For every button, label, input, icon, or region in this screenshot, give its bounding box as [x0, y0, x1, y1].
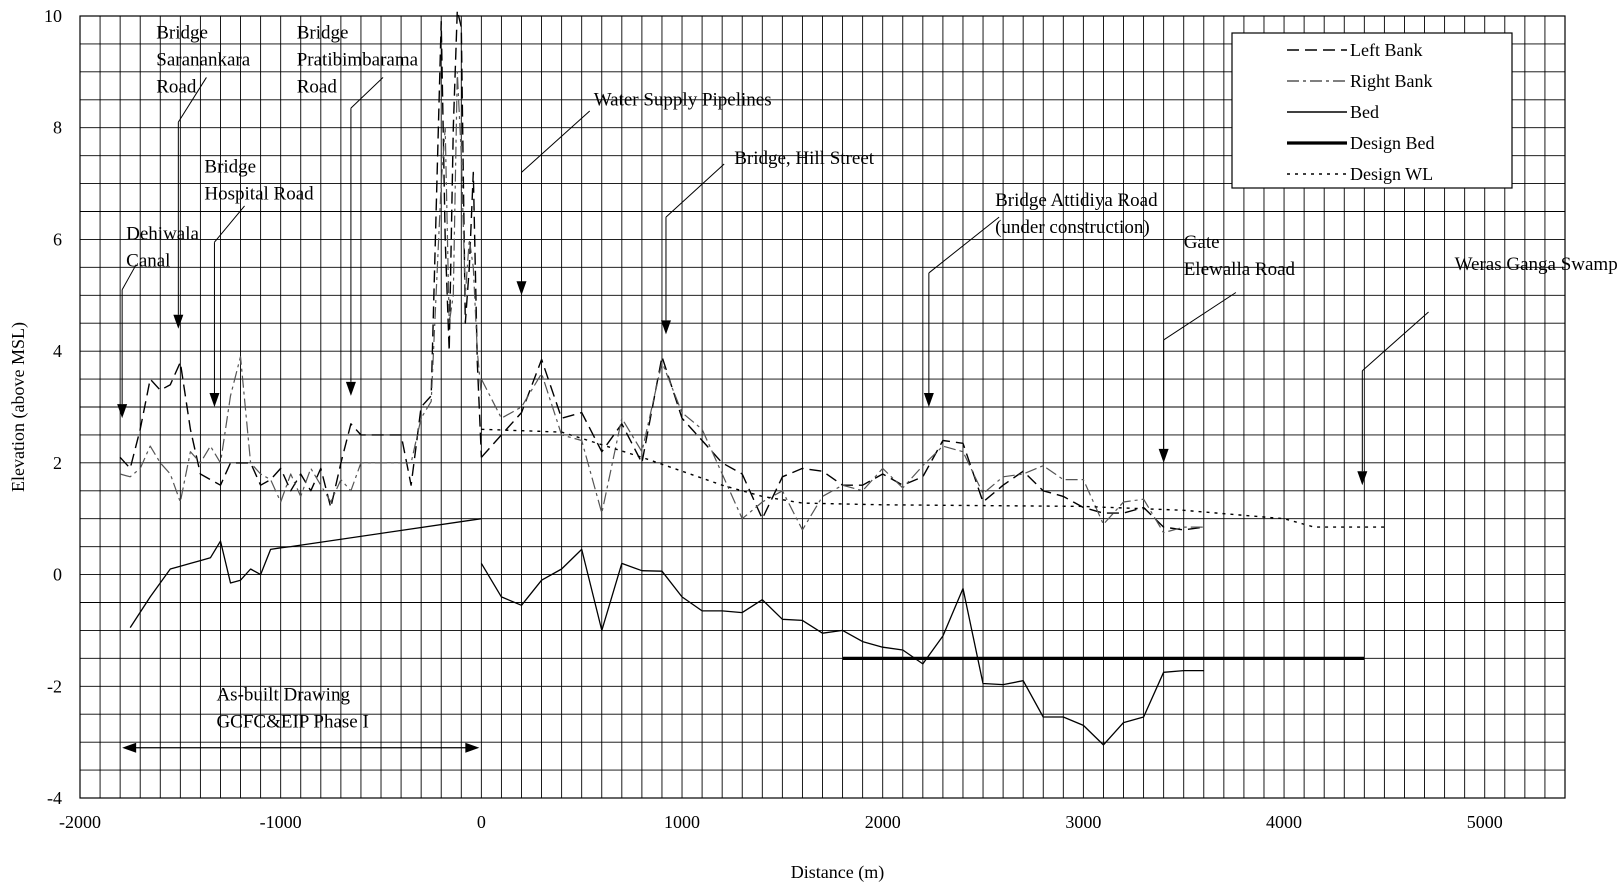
annotation-label: Saranankara	[156, 49, 250, 70]
y-axis-title: Elevation (above MSL)	[8, 322, 29, 492]
annotation-6: Bridge Attidiya Road (under construction)	[923, 190, 1158, 407]
legend-label: Bed	[1350, 102, 1379, 122]
legend-label: Right Bank	[1350, 71, 1433, 91]
annotation-label: Pratibimbarama	[297, 49, 419, 70]
x-tick-label: 0	[477, 812, 486, 832]
arrow-head	[923, 393, 934, 407]
annotation-label: As-built Drawing	[216, 684, 350, 705]
annotation-label: Canal	[126, 250, 170, 271]
leader-line	[1163, 292, 1237, 341]
annotation-label: Road	[297, 76, 338, 97]
plot-frame	[79, 15, 1566, 799]
arrow-head	[660, 320, 671, 335]
y-tick-label: 0	[53, 565, 62, 585]
annotation-label: Bridge	[204, 156, 256, 177]
leader-line	[214, 205, 245, 243]
series-line-4	[480, 361, 1204, 534]
tick-labels: -2000 -1000 0 1000 2000 3000 4000 5000 -4 -2 0 2 4 6 8…	[44, 6, 1503, 832]
leader-line	[521, 110, 591, 173]
leader-line	[177, 77, 207, 123]
annotation-label: Bridge, Hill Street	[734, 148, 875, 169]
x-axis-title: Distance (m)	[791, 862, 884, 883]
series-line-2	[129, 518, 482, 628]
annotation-0: Dehiwala Canal	[117, 223, 200, 419]
annotation-label: Dehiwala	[126, 223, 199, 244]
y-tick-label: 6	[53, 229, 62, 249]
arrow-head	[173, 314, 184, 329]
series-line-5	[480, 548, 1204, 746]
annotation-5: Bridge, Hill Street	[660, 148, 875, 335]
annotation-label: Bridge	[156, 22, 208, 43]
annotation-label: (under construction)	[995, 217, 1150, 238]
arrow-head	[345, 381, 356, 396]
leader-line	[665, 163, 725, 218]
annotation-layer: DehiwalaCanalBridgeSaranankaraRoadBridge…	[117, 22, 1617, 753]
x-tick-label: -2000	[59, 812, 101, 832]
annotation-9: As-built Drawing GCFC&EIP Phase I	[122, 684, 480, 753]
legend-box	[1231, 32, 1513, 189]
arrow-head	[516, 281, 527, 296]
y-tick-label: 10	[44, 6, 62, 26]
legend-label: Left Bank	[1350, 40, 1422, 60]
legend: Left Bank Right Bank Bed Design Bed Design W…	[1231, 32, 1513, 189]
series-line-0	[119, 9, 483, 509]
y-tick-label: -4	[47, 788, 62, 808]
y-tick-label: -2	[47, 676, 62, 696]
legend-label: Design Bed	[1350, 133, 1435, 153]
y-tick-label: 2	[53, 453, 62, 473]
annotation-label: Bridge Attidiya Road	[995, 190, 1158, 211]
annotation-2: Bridge Hospital Road	[204, 156, 314, 407]
arrow-head	[209, 393, 220, 407]
annotation-label: Hospital Road	[204, 183, 314, 204]
x-tick-label: 5000	[1467, 812, 1503, 832]
annotation-8: Weras Ganga Swamp	[1357, 254, 1617, 486]
series-line-3	[480, 356, 1204, 531]
leader-line	[350, 77, 384, 109]
annotation-label: Road	[156, 76, 197, 97]
leader-line	[121, 264, 137, 290]
series-line-7	[481, 428, 1385, 528]
arrow-head	[1158, 448, 1169, 463]
arrow-head	[1357, 471, 1368, 486]
leader-line	[928, 216, 1000, 274]
series-layer	[119, 9, 1385, 746]
annotation-label: GCFC&EIP Phase I	[216, 711, 368, 732]
annotation-label: Water Supply Pipelines	[594, 89, 772, 110]
annotation-label: Bridge	[297, 22, 349, 43]
annotation-label: Elewalla Road	[1184, 259, 1296, 280]
leader-line	[1361, 311, 1429, 372]
arrow-head-right	[465, 742, 480, 753]
annotation-3: Bridge Pratibimbarama Road	[297, 22, 419, 396]
annotation-label: Gate	[1184, 232, 1220, 253]
x-tick-label: -1000	[260, 812, 302, 832]
y-tick-label: 4	[53, 341, 62, 361]
arrow-head	[117, 404, 128, 419]
x-tick-label: 3000	[1065, 812, 1101, 832]
x-tick-label: 4000	[1266, 812, 1302, 832]
arrow-head-left	[122, 742, 137, 753]
x-tick-label: 1000	[664, 812, 700, 832]
y-tick-label: 8	[53, 118, 62, 138]
annotation-7: Gate Elewalla Road	[1158, 232, 1296, 463]
annotation-label: Weras Ganga Swamp	[1455, 254, 1617, 275]
annotation-1: Bridge Saranankara Road	[156, 22, 251, 329]
series-line-1	[119, 71, 482, 503]
legend-label: Design WL	[1350, 164, 1433, 184]
x-tick-label: 2000	[865, 812, 901, 832]
annotation-4: Water Supply Pipelines	[516, 89, 772, 296]
